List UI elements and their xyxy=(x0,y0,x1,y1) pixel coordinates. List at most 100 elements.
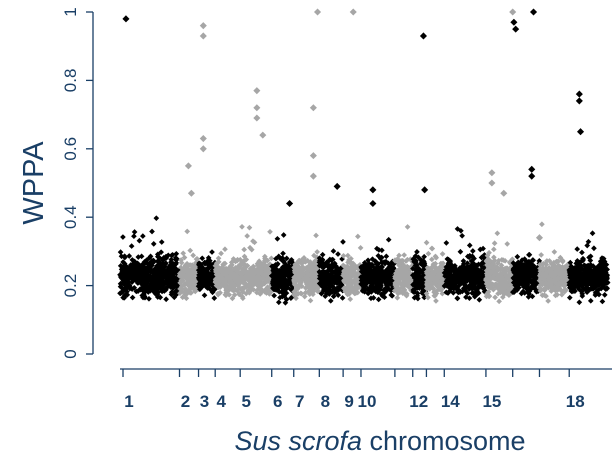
peak-point xyxy=(286,199,294,208)
snp-point xyxy=(347,296,354,302)
snp-point xyxy=(270,285,276,291)
snp-point xyxy=(246,224,253,231)
snp-point xyxy=(296,259,303,265)
snp-point xyxy=(355,233,361,240)
snp-point xyxy=(295,285,301,292)
snp-point xyxy=(148,267,155,273)
snp-point xyxy=(476,296,483,303)
snp-point xyxy=(197,286,203,293)
y-tick-label: 0.6 xyxy=(61,137,80,161)
snp-point xyxy=(154,258,161,265)
peak-point xyxy=(309,104,317,112)
snp-point xyxy=(491,240,498,247)
snp-point xyxy=(357,245,364,251)
snp-point xyxy=(264,289,270,295)
x-tick-label: 2 xyxy=(181,392,190,411)
snp-point xyxy=(140,263,147,270)
snp-point xyxy=(120,234,126,240)
chromosome-points-15 xyxy=(483,230,516,305)
snp-point xyxy=(211,295,218,301)
snp-point xyxy=(199,255,206,262)
snp-point xyxy=(184,260,190,267)
snp-point xyxy=(173,250,180,257)
x-tick-label: 4 xyxy=(216,392,226,411)
snp-point xyxy=(151,283,158,290)
snp-point xyxy=(270,272,276,278)
snp-point xyxy=(245,276,252,283)
snp-point xyxy=(587,298,594,304)
snp-point xyxy=(425,250,432,257)
snp-point xyxy=(279,257,285,263)
snp-point xyxy=(330,248,337,254)
snp-point xyxy=(244,233,250,239)
snp-point xyxy=(178,257,184,263)
snp-point xyxy=(229,295,236,302)
snp-point xyxy=(302,258,308,265)
snp-point xyxy=(163,296,169,303)
snp-point xyxy=(298,265,305,272)
snp-point xyxy=(262,257,268,264)
snp-point xyxy=(172,256,179,263)
snp-point xyxy=(121,281,128,288)
peak-point xyxy=(529,8,538,16)
snp-point xyxy=(158,239,165,245)
snp-point xyxy=(234,287,240,294)
peak-point xyxy=(199,22,207,30)
snp-point xyxy=(212,262,219,269)
snp-point xyxy=(258,281,265,288)
snp-point xyxy=(279,293,286,300)
snp-point xyxy=(579,249,585,256)
snp-point xyxy=(197,272,204,279)
snp-point xyxy=(169,265,175,271)
snp-point xyxy=(153,215,160,221)
y-tick-label: 0 xyxy=(61,349,80,358)
snp-point xyxy=(257,287,264,294)
snp-point xyxy=(302,289,309,296)
snp-point xyxy=(267,228,273,235)
snp-point xyxy=(433,298,439,304)
x-tick-label: 10 xyxy=(358,392,377,411)
snp-point xyxy=(308,269,315,275)
snp-point xyxy=(291,275,298,281)
snp-point xyxy=(128,271,135,278)
snp-point xyxy=(330,293,337,300)
y-tick-label: 0.2 xyxy=(61,274,80,298)
snp-point xyxy=(181,272,188,279)
snp-point xyxy=(136,237,143,244)
snp-point xyxy=(490,246,497,253)
snp-point xyxy=(180,250,187,257)
snp-point xyxy=(215,255,222,262)
snp-point xyxy=(218,250,224,257)
x-tick-label: 6 xyxy=(273,392,282,411)
snp-point xyxy=(123,276,129,283)
snp-point xyxy=(210,286,217,293)
snp-point xyxy=(126,253,133,259)
peak-point xyxy=(199,145,207,153)
peak-point xyxy=(509,8,517,16)
snp-point xyxy=(118,275,125,282)
chromosome-points-14 xyxy=(441,226,489,303)
snp-point xyxy=(185,273,192,280)
snp-point xyxy=(141,276,147,283)
snp-point xyxy=(551,249,558,255)
snp-point xyxy=(141,259,148,265)
peak-point xyxy=(510,18,518,26)
snp-point xyxy=(140,233,146,239)
snp-point xyxy=(275,299,282,306)
x-tick-label: 7 xyxy=(295,392,304,411)
snp-point xyxy=(197,264,203,270)
peak-point xyxy=(187,189,195,197)
peak-point xyxy=(309,172,317,180)
chromosome-points-18 xyxy=(566,230,611,306)
snp-point xyxy=(293,295,299,302)
chromosome-points-5 xyxy=(237,223,275,302)
snp-point xyxy=(262,270,269,277)
snp-point xyxy=(214,280,221,287)
snp-point xyxy=(131,233,137,240)
y-axis-label: WPPA xyxy=(18,141,50,225)
peak-point xyxy=(500,189,508,197)
snp-point xyxy=(222,246,228,253)
snp-point xyxy=(293,291,300,298)
peak-point xyxy=(369,199,377,208)
peak-point xyxy=(535,234,544,242)
